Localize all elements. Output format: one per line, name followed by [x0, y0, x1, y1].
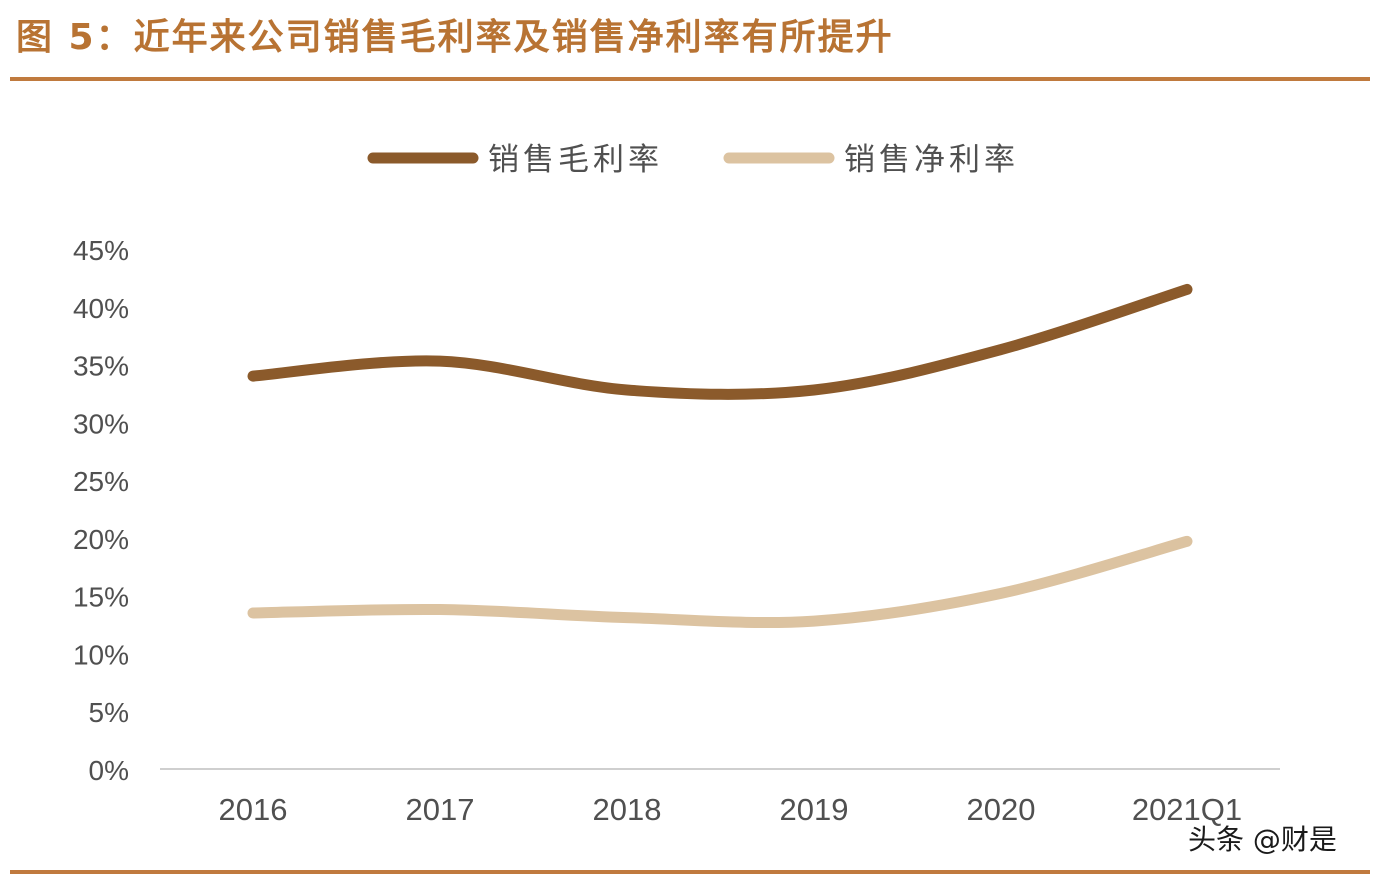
y-tick-label: 30% — [73, 408, 129, 439]
watermark: 头条 @财是 — [1188, 823, 1337, 856]
bottom-rule — [10, 870, 1370, 874]
x-tick-label: 2019 — [780, 792, 849, 827]
y-axis: 0% 5% 10% 15% 20% 25% 30% 35% 40% 45% — [73, 235, 129, 786]
x-axis: 2016 2017 2018 2019 2020 2021Q1 — [219, 792, 1243, 827]
y-tick-label: 10% — [73, 639, 129, 670]
legend-label: 销售毛利率 — [488, 142, 663, 178]
x-tick-label: 2017 — [406, 792, 475, 827]
y-tick-label: 15% — [73, 582, 129, 613]
y-tick-label: 5% — [89, 697, 129, 728]
series-lines — [247, 283, 1193, 629]
y-tick-label: 40% — [73, 293, 129, 324]
x-tick-label: 2021Q1 — [1132, 792, 1242, 827]
top-rule — [10, 77, 1370, 81]
x-tick-label: 2020 — [967, 792, 1036, 827]
series-line-net-margin — [247, 535, 1193, 629]
figure-title: 图 5：近年来公司销售毛利率及销售净利率有所提升 — [16, 17, 894, 58]
x-tick-label: 2016 — [219, 792, 288, 827]
series-line-gross-margin — [247, 283, 1193, 400]
y-tick-label: 25% — [73, 466, 129, 497]
y-tick-label: 35% — [73, 351, 129, 382]
x-tick-label: 2018 — [593, 792, 662, 827]
legend-label: 销售净利率 — [844, 142, 1019, 178]
y-tick-label: 45% — [73, 235, 129, 266]
chart-legend: 销售毛利率 销售净利率 — [367, 142, 1019, 178]
y-tick-label: 20% — [73, 524, 129, 555]
y-tick-label: 0% — [89, 755, 129, 786]
